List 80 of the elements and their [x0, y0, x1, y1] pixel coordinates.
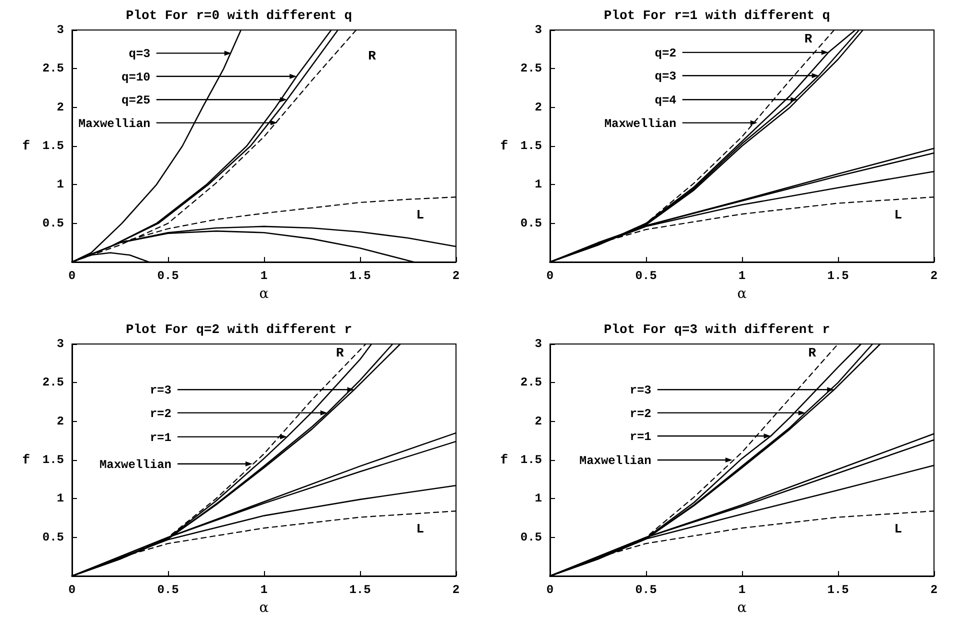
y-tick-label: 2 [56, 100, 64, 114]
annotation: q=3 [654, 70, 676, 84]
annotation: Maxwellian [604, 116, 676, 131]
y-tick-label: 1.5 [42, 139, 64, 153]
annotation: r=2 [150, 406, 172, 421]
y-axis-title: f [500, 138, 508, 154]
series-label: R [804, 32, 812, 46]
series-label: R [336, 346, 344, 360]
y-tick-label: 1 [56, 178, 64, 192]
x-axis-title: α [259, 286, 270, 302]
x-tick-label: 1 [260, 269, 268, 283]
series-label: L [894, 208, 902, 223]
y-tick-label: 0.5 [42, 530, 64, 544]
x-axis-title: α [737, 286, 748, 302]
chart-title: Plot For r=1 with different q [604, 8, 830, 23]
annotation: q=10 [122, 70, 150, 84]
series-label: L [894, 522, 902, 537]
chart-title: Plot For q=2 with different r [126, 322, 352, 337]
y-tick-label: 3 [56, 23, 64, 37]
annotation: q=4 [654, 94, 676, 108]
x-tick-label: 2 [452, 269, 460, 283]
y-tick-label: 1 [56, 492, 64, 506]
y-tick-label: 2.5 [42, 62, 64, 76]
x-tick-label: 1 [738, 583, 746, 597]
y-axis-title: f [22, 138, 30, 154]
x-tick-label: 1.5 [827, 583, 849, 597]
x-tick-label: 1.5 [827, 269, 849, 283]
x-tick-label: 0 [68, 269, 76, 283]
x-tick-label: 2 [452, 583, 460, 597]
series-label: R [368, 48, 376, 64]
y-axis-title: f [500, 452, 508, 468]
x-axis-title: α [737, 600, 748, 616]
y-tick-label: 1 [534, 492, 542, 506]
x-tick-label: 1.5 [349, 269, 371, 283]
x-axis-title: α [259, 600, 270, 616]
series-label: L [416, 522, 424, 537]
y-tick-label: 1.5 [42, 453, 64, 467]
annotation: Maxwellian [99, 458, 172, 472]
chart-title: Plot For r=0 with different q [126, 8, 352, 23]
x-tick-label: 2 [930, 269, 938, 283]
y-axis-title: f [22, 452, 30, 468]
annotation: Maxwellian [579, 454, 652, 468]
annotation: q=2 [654, 46, 676, 60]
y-tick-label: 2.5 [42, 376, 64, 390]
y-tick-label: 2 [534, 414, 542, 428]
x-tick-label: 1 [260, 583, 268, 597]
x-tick-label: 1 [738, 269, 746, 283]
x-tick-label: 0.5 [635, 269, 657, 283]
x-tick-label: 0.5 [157, 269, 179, 283]
y-tick-label: 2 [56, 414, 64, 428]
y-tick-label: 1.5 [520, 139, 542, 153]
y-tick-label: 0.5 [520, 216, 542, 230]
annotation: r=3 [630, 384, 652, 398]
y-tick-label: 1 [534, 178, 542, 192]
series-label: R [808, 346, 816, 360]
x-tick-label: 0 [546, 583, 554, 597]
y-tick-label: 1.5 [520, 453, 542, 467]
annotation: r=1 [150, 430, 172, 445]
y-tick-label: 2.5 [520, 62, 542, 76]
series-label: L [416, 208, 424, 223]
x-tick-label: 0.5 [635, 583, 657, 597]
annotation: r=2 [630, 406, 652, 421]
x-tick-label: 1.5 [349, 583, 371, 597]
y-tick-label: 0.5 [42, 216, 64, 230]
annotation: Maxwellian [78, 116, 150, 131]
x-tick-label: 0 [68, 583, 76, 597]
y-tick-label: 2.5 [520, 376, 542, 390]
annotation: r=3 [150, 384, 172, 398]
x-tick-label: 2 [930, 583, 938, 597]
chart-title: Plot For q=3 with different r [604, 322, 830, 337]
y-tick-label: 3 [534, 337, 542, 351]
y-tick-label: 2 [534, 100, 542, 114]
y-tick-label: 0.5 [520, 530, 542, 544]
annotation: q=25 [122, 94, 150, 108]
y-tick-label: 3 [534, 23, 542, 37]
y-tick-label: 3 [56, 337, 64, 351]
x-tick-label: 0.5 [157, 583, 179, 597]
x-tick-label: 0 [546, 269, 554, 283]
annotation: q=3 [128, 47, 150, 62]
annotation: r=1 [630, 430, 652, 444]
